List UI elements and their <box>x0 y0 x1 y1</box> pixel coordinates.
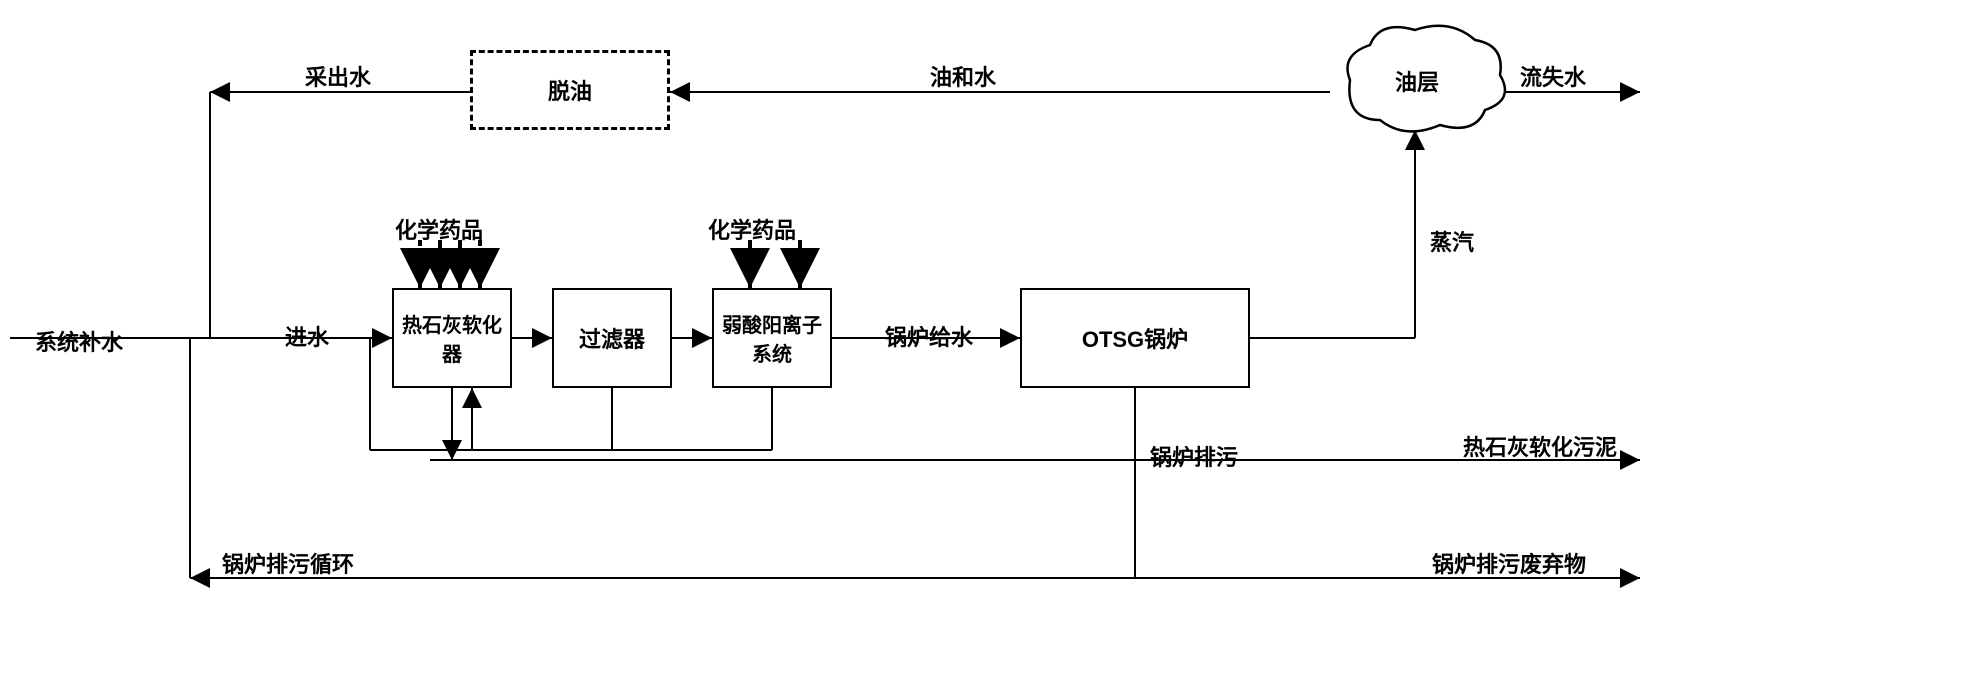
label-steam: 蒸汽 <box>1430 225 1474 257</box>
node-wac-label: 弱酸阳离子系统 <box>718 309 826 367</box>
label-blowdown-waste: 锅炉排污废弃物 <box>1432 547 1586 579</box>
label-lost-water: 流失水 <box>1520 60 1586 92</box>
node-wac-system: 弱酸阳离子系统 <box>712 288 832 388</box>
label-chemicals-1: 化学药品 <box>395 213 483 245</box>
label-chemicals-2: 化学药品 <box>708 213 796 245</box>
node-otsg-boiler: OTSG锅炉 <box>1020 288 1250 388</box>
node-deoil: 脱油 <box>470 50 670 130</box>
node-filter-label: 过滤器 <box>579 322 645 354</box>
label-lime-sludge: 热石灰软化污泥 <box>1445 430 1635 462</box>
label-makeup-water: 系统补水 <box>35 325 123 357</box>
label-extracted-water: 采出水 <box>305 60 371 92</box>
label-oil-and-water: 油和水 <box>930 60 996 92</box>
node-oil-reservoir-label: 油层 <box>1395 65 1439 97</box>
label-inflow: 进水 <box>285 320 329 352</box>
node-filter: 过滤器 <box>552 288 672 388</box>
node-lime-softener: 热石灰软化器 <box>392 288 512 388</box>
node-deoil-label: 脱油 <box>548 74 592 106</box>
label-boiler-feed-water: 锅炉给水 <box>885 320 973 352</box>
node-lime-label: 热石灰软化器 <box>398 309 506 367</box>
node-otsg-label: OTSG锅炉 <box>1082 322 1188 354</box>
label-boiler-blowdown: 锅炉排污 <box>1150 440 1238 472</box>
label-blowdown-cycle: 锅炉排污循环 <box>222 547 354 579</box>
